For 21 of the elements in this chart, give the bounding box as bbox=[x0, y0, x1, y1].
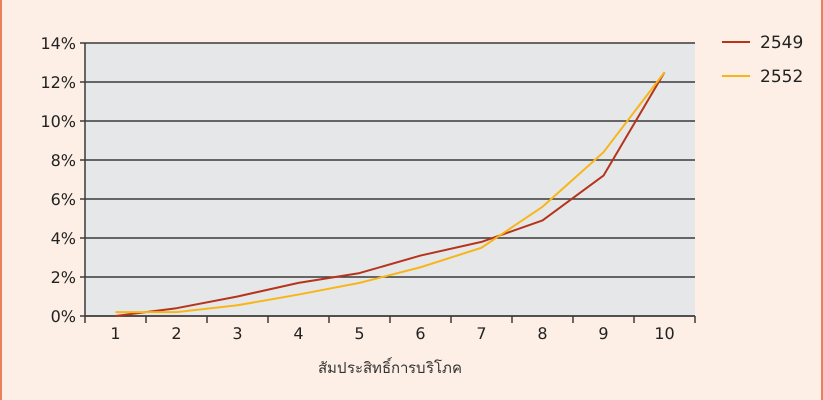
y-tick-label: 6% bbox=[50, 190, 76, 209]
y-tick-label: 12% bbox=[40, 73, 76, 92]
x-tick-label: 10 bbox=[654, 324, 675, 343]
y-tick-label: 10% bbox=[40, 112, 76, 131]
x-tick-label: 8 bbox=[537, 324, 548, 343]
legend-label: 2549 bbox=[760, 33, 804, 53]
x-tick-label: 2 bbox=[171, 324, 182, 343]
x-tick-label: 7 bbox=[476, 324, 487, 343]
x-tick-label: 1 bbox=[110, 324, 121, 343]
x-axis-title: สัมประสิทธิ์การบริโภค bbox=[318, 357, 462, 377]
x-tick-label: 5 bbox=[354, 324, 365, 343]
y-tick-label: 14% bbox=[40, 34, 76, 53]
x-tick-label: 6 bbox=[415, 324, 426, 343]
y-tick-label: 4% bbox=[50, 229, 76, 248]
y-tick-label: 8% bbox=[50, 151, 76, 170]
legend-label: 2552 bbox=[760, 67, 804, 87]
x-tick-label: 3 bbox=[232, 324, 243, 343]
x-tick-label: 9 bbox=[598, 324, 609, 343]
y-tick-label: 0% bbox=[50, 307, 76, 326]
y-tick-label: 2% bbox=[50, 268, 76, 287]
x-tick-label: 4 bbox=[293, 324, 304, 343]
